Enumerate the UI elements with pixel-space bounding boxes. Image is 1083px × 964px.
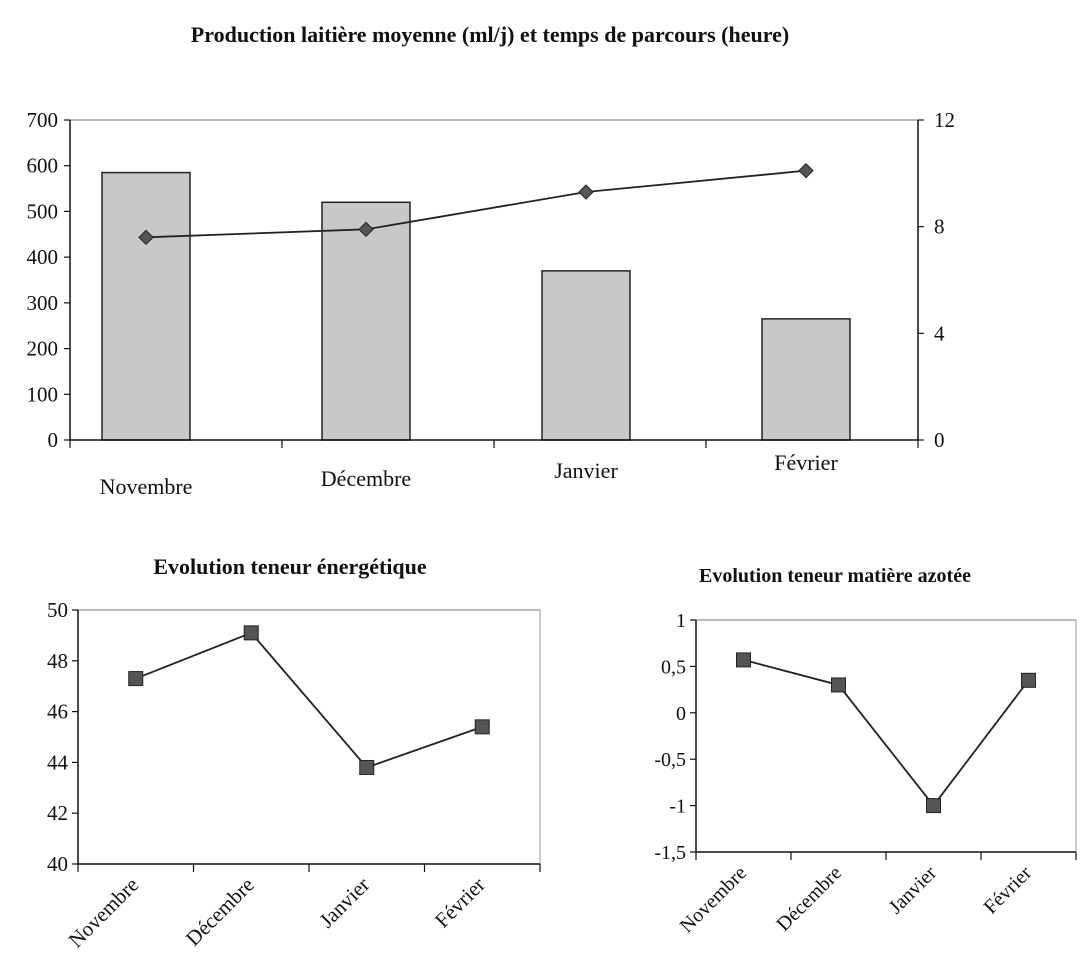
chart-1-bar-3 <box>541 270 631 441</box>
chart-2-y-tick-label: 40 <box>47 852 68 876</box>
chart-1-line-marker-3 <box>578 184 594 200</box>
chart-1-title: Production laitière moyenne (ml/j) et te… <box>191 22 789 47</box>
chart-2-marker-3 <box>359 759 375 775</box>
chart-1-y2-tick-label: 12 <box>934 108 955 132</box>
chart-1-y-tick-label: 200 <box>27 337 59 361</box>
chart-3-y-tick-label: -0,5 <box>654 749 686 771</box>
chart-1-bar-1 <box>101 171 191 441</box>
chart-1-line-series <box>145 169 807 239</box>
chart-2-x-tick-label: Janvier <box>314 873 374 933</box>
chart-1-x-tick-label: Février <box>774 450 838 475</box>
chart-3-teneur-matiere-azotee: -1,5 -1 -0,5 0 0,5 1 Novembre Décembre Janvier Fé… <box>654 610 1077 937</box>
chart-2-title: Evolution teneur énergétique <box>153 554 427 579</box>
chart-3-x-tick-label: Janvier <box>885 862 942 919</box>
chart-1-y-tick-label: 600 <box>27 154 59 178</box>
chart-2-y-tick-label: 44 <box>47 750 69 774</box>
chart-2-x-tick-label: Novembre <box>64 873 144 953</box>
chart-1-x-tick-label: Janvier <box>554 458 618 483</box>
chart-3-title: Evolution teneur matière azotée <box>699 565 971 587</box>
chart-1-line-marker-1 <box>138 229 154 246</box>
chart-3-marker-1 <box>736 652 751 668</box>
chart-1-y-tick-label: 100 <box>27 382 59 406</box>
chart-2-y-tick-label: 46 <box>47 700 68 724</box>
chart-2-teneur-energetique: 40 42 44 46 48 50 Novembre Décembre Janvier Févri… <box>47 598 541 953</box>
chart-3-y-tick-label: -1,5 <box>654 842 686 864</box>
chart-1-y-tick-label: 400 <box>27 245 59 269</box>
chart-1-bar-4 <box>761 318 851 441</box>
chart-3-marker-4 <box>1021 672 1036 688</box>
chart-2-x-tick-label: Décembre <box>181 873 259 951</box>
chart-1-production-laitiere: 0 100 200 300 400 500 600 700 0 4 8 12 Novembre Décem… <box>27 108 956 499</box>
chart-2-marker-1 <box>128 671 144 687</box>
chart-3-x-tick-label: Février <box>980 862 1037 919</box>
chart-1-x-tick-label: Novembre <box>100 474 193 499</box>
chart-1-bar-2 <box>321 201 411 441</box>
chart-2-marker-2 <box>243 625 259 641</box>
chart-3-marker-3 <box>926 798 941 814</box>
chart-3-y-tick-label: 1 <box>676 610 686 632</box>
chart-3-line-series <box>743 659 1030 808</box>
chart-1-line-marker-4 <box>798 162 814 179</box>
chart-2-y-tick-label: 48 <box>47 649 68 673</box>
chart-3-x-tick-label: Décembre <box>772 862 846 936</box>
chart-1-y2-tick-label: 0 <box>934 428 945 452</box>
chart-1-line-marker-2 <box>358 221 374 238</box>
chart-2-line-series <box>135 631 483 769</box>
chart-3-marker-2 <box>831 677 846 693</box>
chart-1-y-tick-label: 0 <box>48 428 59 452</box>
chart-3-y-tick-label: 0,5 <box>661 656 686 678</box>
chart-1-y2-tick-label: 8 <box>934 215 945 239</box>
chart-3-x-tick-label: Novembre <box>676 862 751 937</box>
chart-1-y2-tick-label: 4 <box>934 321 945 345</box>
chart-2-y-tick-label: 50 <box>47 598 68 622</box>
chart-1-x-tick-label: Décembre <box>321 466 411 491</box>
chart-2-marker-4 <box>474 719 490 735</box>
chart-1-y-tick-label: 300 <box>27 291 59 315</box>
chart-2-y-tick-label: 42 <box>47 801 68 825</box>
chart-1-y-tick-label: 700 <box>27 108 59 132</box>
chart-2-x-tick-label: Février <box>430 873 490 933</box>
chart-3-y-tick-label: 0 <box>676 703 686 725</box>
chart-1-y-tick-label: 500 <box>27 199 59 223</box>
chart-3-y-tick-label: -1 <box>669 796 686 818</box>
